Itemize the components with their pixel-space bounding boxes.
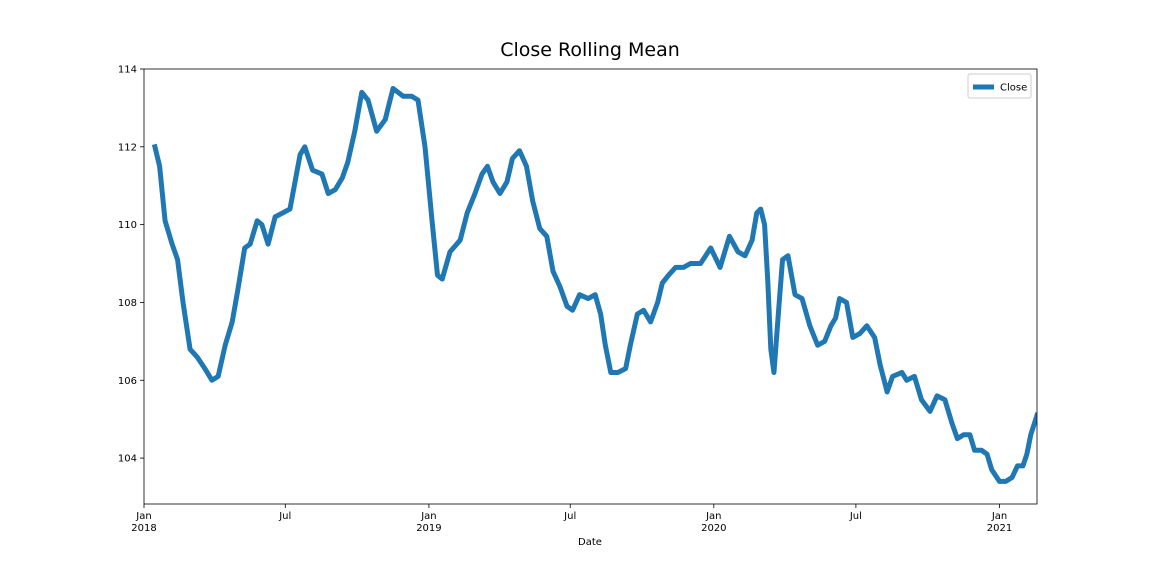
chart-title: Close Rolling Mean	[500, 39, 680, 61]
y-tick-label: 114	[118, 65, 137, 76]
y-tick-label: 110	[118, 220, 137, 231]
x-axis-label: Date	[578, 537, 602, 548]
legend: Close	[967, 73, 1032, 99]
y-tick-label: 104	[118, 454, 137, 465]
x-tick-label: Jul	[849, 511, 862, 522]
x-tick-label: Jan 2019	[416, 511, 441, 534]
y-tick-label: 112	[118, 142, 137, 153]
legend-label: Close	[1000, 83, 1027, 94]
x-tick-label: Jan 2021	[987, 511, 1012, 534]
x-tick-label: Jan 2020	[701, 511, 726, 534]
x-tick-label: Jan 2018	[131, 511, 156, 534]
y-tick-label: 108	[118, 298, 137, 309]
line	[151, 85, 1037, 484]
x-tick-label: Jul	[563, 511, 576, 522]
y-tick-label: 106	[118, 376, 137, 387]
x-tick-label: Jul	[278, 511, 291, 522]
legend-box	[967, 73, 1032, 99]
plot-frame	[143, 68, 1038, 505]
